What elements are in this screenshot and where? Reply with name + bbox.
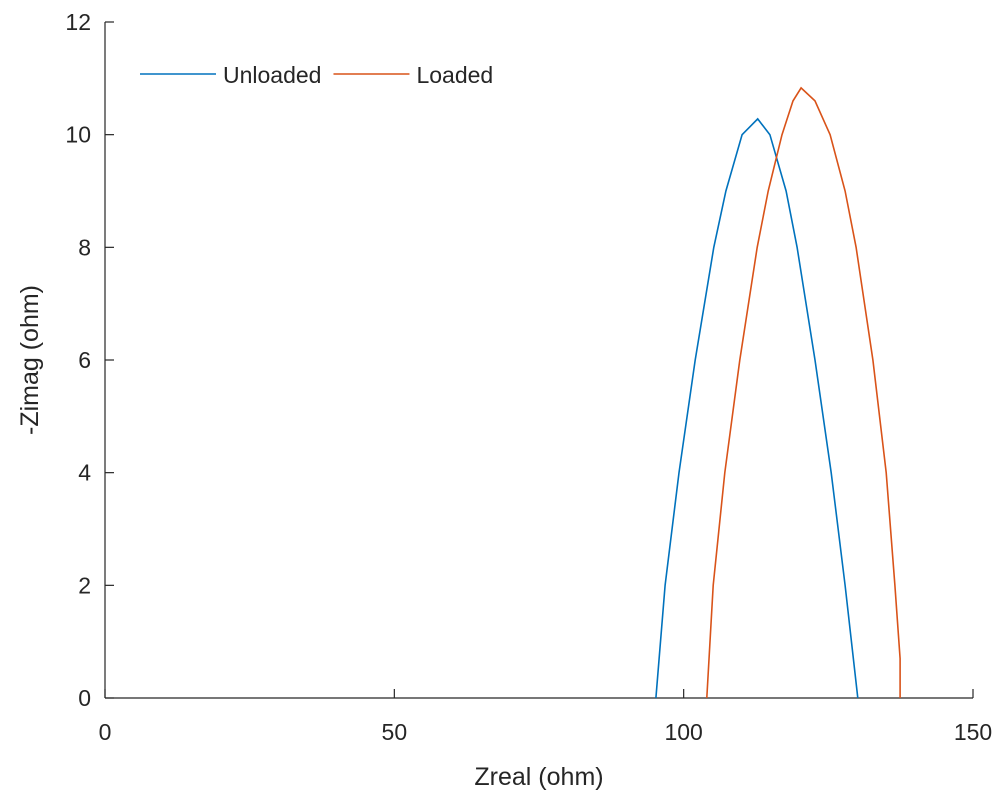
x-tick-label: 50 xyxy=(382,719,408,745)
legend-label: Unloaded xyxy=(223,62,321,88)
data-line xyxy=(706,86,901,699)
legend-label: Loaded xyxy=(416,62,493,88)
x-tick-label: 100 xyxy=(664,719,702,745)
x-tick-label: 150 xyxy=(954,719,992,745)
x-axis-label: Zreal (ohm) xyxy=(474,763,603,791)
y-tick-label: 10 xyxy=(65,122,91,148)
y-tick-label: 6 xyxy=(78,347,91,373)
y-tick-label: 8 xyxy=(78,234,91,260)
y-tick-label: 4 xyxy=(78,460,91,486)
y-tick-label: 0 xyxy=(78,685,91,711)
data-line xyxy=(655,117,859,699)
y-tick-label: 12 xyxy=(65,9,91,35)
y-tick-label: 2 xyxy=(78,572,91,598)
x-tick-label: 0 xyxy=(99,719,112,745)
y-axis-label: -Zimag (ohm) xyxy=(16,285,44,435)
